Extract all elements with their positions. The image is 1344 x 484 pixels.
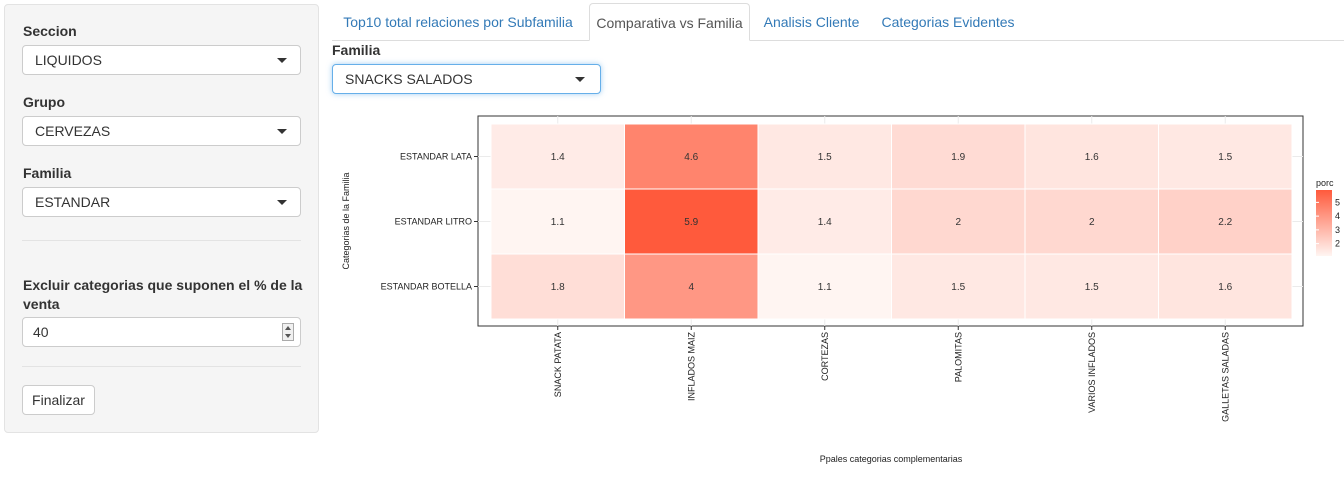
cell-value-label: 2: [955, 217, 961, 228]
x-tick-label: GALLETAS SALADAS: [1220, 332, 1230, 422]
heatmap-cell: [624, 123, 759, 190]
x-tick-label: VARIOS INFLADOS: [1087, 332, 1097, 413]
familia-select-value: ESTANDAR: [35, 194, 111, 210]
spinner-down-icon[interactable]: [285, 334, 291, 338]
legend-tick-label: 4: [1335, 211, 1340, 221]
familia-select[interactable]: ESTANDAR: [22, 187, 301, 217]
exclude-label-line2: venta: [23, 296, 60, 312]
chevron-down-icon: [575, 77, 585, 82]
heatmap-cell: [891, 123, 1026, 190]
cell-value-label: 1.9: [951, 152, 965, 163]
number-spinner-icon[interactable]: [282, 323, 294, 341]
chevron-down-icon: [277, 58, 287, 63]
cell-value-label: 1.6: [1218, 282, 1232, 293]
heatmap-cell: [1024, 188, 1159, 255]
heatmap-cell: [490, 188, 625, 255]
sidebar-panel: Seccion LIQUIDOS Grupo CERVEZAS Familia …: [4, 4, 319, 433]
cell-value-label: 1.1: [551, 217, 565, 228]
x-tick-label: INFLADOS MAIZ: [686, 332, 696, 402]
y-tick-label: ESTANDAR LATA: [400, 152, 472, 162]
cell-value-label: 4.6: [684, 152, 698, 163]
exclude-percent-value: 40: [33, 324, 49, 340]
heatmap-cell: [757, 253, 892, 320]
cell-value-label: 1.5: [1085, 282, 1099, 293]
tab-analisis-cliente[interactable]: Analisis Cliente: [763, 14, 860, 30]
x-axis-label: Ppales categorias complementarias: [820, 454, 963, 464]
cell-value-label: 1.5: [818, 152, 832, 163]
cell-value-label: 1.4: [818, 217, 832, 228]
cell-value-label: 1.4: [551, 152, 565, 163]
main-familia-label: Familia: [332, 42, 381, 58]
heatmap-cell: [624, 253, 759, 320]
divider: [22, 240, 301, 241]
cell-value-label: 2: [1089, 217, 1095, 228]
heatmap-cell: [1158, 253, 1293, 320]
divider: [22, 366, 301, 367]
cell-value-label: 1.5: [1218, 152, 1232, 163]
main-familia-select-value: SNACKS SALADOS: [345, 71, 473, 87]
heatmap-cell: [1158, 123, 1293, 190]
grupo-select-value: CERVEZAS: [35, 123, 111, 139]
legend-tick-label: 3: [1335, 225, 1340, 235]
grupo-select[interactable]: CERVEZAS: [22, 116, 301, 146]
x-tick-label: PALOMITAS: [953, 332, 963, 382]
seccion-select-value: LIQUIDOS: [35, 52, 102, 68]
tab-comparativa[interactable]: Comparativa vs Familia: [589, 3, 750, 41]
heatmap-cell: [1024, 123, 1159, 190]
tab-top10[interactable]: Top10 total relaciones por Subfamilia: [343, 14, 573, 30]
legend-title: porc: [1316, 178, 1334, 188]
cell-value-label: 5.9: [684, 217, 698, 228]
cell-value-label: 1.1: [818, 282, 832, 293]
x-tick-label: CORTEZAS: [820, 332, 830, 381]
exclude-label-line1: Excluir categorias que suponen el % de l…: [23, 277, 303, 293]
cell-value-label: 1.8: [551, 282, 565, 293]
tab-bar-line: [332, 40, 1344, 41]
heatmap-cell: [490, 253, 625, 320]
cell-value-label: 1.5: [951, 282, 965, 293]
seccion-label: Seccion: [23, 23, 77, 39]
legend-tick-label: 5: [1335, 197, 1340, 207]
grupo-label: Grupo: [23, 94, 65, 110]
cell-value-label: 2.2: [1218, 217, 1232, 228]
heatmap-cell: [757, 123, 892, 190]
exclude-percent-input[interactable]: 40: [22, 317, 301, 347]
spinner-up-icon[interactable]: [285, 326, 291, 330]
legend-colorbar: [1316, 190, 1332, 256]
heatmap-cell: [1024, 253, 1159, 320]
seccion-select[interactable]: LIQUIDOS: [22, 45, 301, 75]
tab-categorias-evidentes[interactable]: Categorias Evidentes: [881, 14, 1015, 30]
chevron-down-icon: [277, 200, 287, 205]
x-tick-label: SNACK PATATA: [553, 332, 563, 397]
chevron-down-icon: [277, 129, 287, 134]
legend-tick-label: 2: [1335, 239, 1340, 249]
familia-label: Familia: [23, 165, 72, 181]
finalizar-button[interactable]: Finalizar: [22, 385, 95, 415]
y-tick-label: ESTANDAR BOTELLA: [381, 282, 472, 292]
cell-value-label: 1.6: [1085, 152, 1099, 163]
cell-value-label: 4: [688, 282, 694, 293]
y-tick-label: ESTANDAR LITRO: [395, 217, 472, 227]
main-familia-select[interactable]: SNACKS SALADOS: [332, 64, 601, 94]
heatmap-cell: [891, 253, 1026, 320]
heatmap-cell: [490, 123, 625, 190]
y-axis-label: Categorias de la Familia: [341, 172, 351, 269]
